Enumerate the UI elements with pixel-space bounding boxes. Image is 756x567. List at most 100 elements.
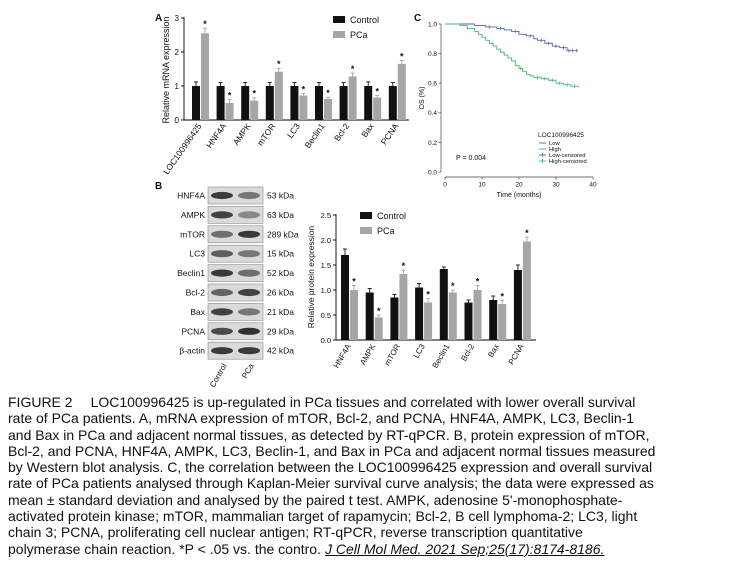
- x-tick-label: PCNA: [507, 342, 526, 366]
- blot-kda-label: 53 kDa: [267, 191, 294, 201]
- y-tick-label: 1.5: [321, 261, 331, 270]
- panel-c-letter: C: [414, 13, 421, 24]
- blot-strip: [207, 283, 264, 302]
- caption-line: polymerase chain reaction. *P < .05 vs. …: [8, 541, 752, 557]
- significance-asterisk: *: [228, 90, 232, 100]
- bar-control-pcna: [388, 86, 397, 120]
- blot-protein-label: PCNA: [181, 326, 205, 336]
- y-tick-label: 0.0: [428, 169, 437, 176]
- bar-control-lc3: [415, 287, 424, 340]
- caption-line: FIGURE 2 LOC100996425 is up-regulated in …: [8, 394, 752, 410]
- significance-asterisk: *: [375, 86, 379, 96]
- blot-band: [211, 347, 233, 355]
- blot-protein-label: β-actin: [179, 346, 205, 356]
- significance-asterisk: *: [476, 276, 480, 286]
- km-curve-high: [445, 23, 579, 88]
- caption-line: rate of PCa patients. A, mRNA expression…: [8, 410, 635, 427]
- panel-c-kaplan-meier: C OS (%) Time (months) P = 0.004 LOC1009…: [414, 13, 597, 199]
- caption-text: polymerase chain reaction. *P < .05 vs. …: [8, 540, 321, 557]
- blot-kda-label: 21 kDa: [267, 307, 294, 317]
- significance-asterisk: *: [451, 281, 455, 291]
- caption-line: chain 3; PCNA, proliferating cell nuclea…: [8, 524, 583, 541]
- bar-pca-ampk: [250, 100, 259, 120]
- bar-pca-hnf4a: [225, 103, 234, 120]
- panel-c-y-axis-label: OS (%): [419, 87, 426, 110]
- blot-band: [238, 211, 260, 219]
- bar-pca-loc100996425: [201, 33, 209, 120]
- bar-control-pcna: [513, 270, 522, 340]
- citation-link[interactable]: J Cell Mol Med. 2021 Sep;25(17):8174-818…: [324, 540, 605, 557]
- figure-label: FIGURE 2: [8, 394, 73, 410]
- panel-b-y-axis-label: Relative protein expression: [306, 225, 316, 328]
- caption-line: rate of PCa patients analysed through Ka…: [8, 475, 654, 492]
- legend-swatch-control: [333, 16, 345, 23]
- bar-pca-pcna: [522, 241, 531, 340]
- bar-pca-lc3: [424, 302, 433, 340]
- blot-kda-label: 42 kDa: [267, 346, 294, 356]
- y-tick-label: 0.4: [428, 110, 437, 117]
- significance-asterisk: *: [252, 89, 256, 99]
- panel-b-letter: B: [155, 181, 162, 192]
- blot-band: [238, 230, 260, 238]
- x-tick-label: LC3: [412, 342, 427, 360]
- x-tick-label: 30: [552, 182, 560, 189]
- caption-line: activated protein kinase; mTOR, mammalia…: [8, 508, 638, 525]
- x-tick-label: mTOR: [383, 342, 403, 367]
- blot-band: [238, 288, 260, 297]
- x-tick-label: PCNA: [379, 121, 401, 146]
- blot-band: [211, 269, 233, 277]
- bar-pca-ampk: [374, 317, 383, 340]
- x-tick-label: Beclin1: [302, 121, 326, 150]
- legend-label: Control: [377, 211, 406, 221]
- blot-kda-label: 29 kDa: [267, 326, 294, 336]
- km-legend-title: LOC100996425: [538, 132, 584, 139]
- km-legend-label: High-censored: [549, 159, 587, 165]
- bar-control-ampk: [241, 86, 250, 120]
- significance-asterisk: *: [377, 306, 381, 316]
- x-tick-label: Beclin1: [431, 342, 452, 370]
- x-tick-label: LC3: [285, 121, 302, 140]
- x-tick-label: Bcl-2: [459, 342, 476, 363]
- y-tick-label: 0.2: [428, 140, 437, 147]
- bar-pca-bcl-2: [348, 76, 357, 120]
- blot-band: [238, 308, 260, 316]
- blot-strip: [207, 341, 264, 360]
- bar-control-mtor: [390, 297, 399, 340]
- y-tick-label: 0.8: [428, 51, 437, 58]
- blot-band: [238, 327, 260, 335]
- y-tick-label: 2: [175, 48, 180, 57]
- bar-pca-bcl-2: [473, 290, 482, 340]
- blot-strip: [207, 225, 264, 244]
- bar-control-bcl-2: [464, 302, 473, 340]
- y-tick-label: 0.5: [321, 311, 331, 320]
- blot-lane-label: Control: [208, 362, 229, 389]
- significance-asterisk: *: [326, 88, 330, 98]
- bar-pca-pcna: [397, 63, 406, 120]
- blot-strip: [207, 303, 264, 321]
- blot-protein-label: HNF4A: [177, 191, 205, 201]
- blot-band: [211, 230, 233, 238]
- legend-swatch-pca: [360, 227, 372, 234]
- bar-control-beclin1: [439, 269, 448, 340]
- legend-label: Control: [350, 15, 379, 25]
- panel-c-x-axis-label: Time (months): [497, 192, 542, 199]
- blot-protein-label: Bcl-2: [186, 288, 206, 298]
- bar-pca-lc3: [299, 95, 308, 120]
- x-tick-label: Bcl-2: [332, 121, 351, 143]
- y-tick-label: 1.0: [321, 286, 331, 295]
- panel-a-y-axis-label: Relative mRNA expression: [161, 16, 171, 123]
- y-tick-label: 0.6: [428, 81, 437, 88]
- blot-band: [211, 308, 233, 316]
- x-tick-label: 10: [478, 182, 486, 189]
- significance-asterisk: *: [302, 84, 306, 94]
- y-tick-label: 0: [175, 116, 180, 125]
- bar-pca-hnf4a: [350, 290, 358, 340]
- bar-control-hnf4a: [341, 255, 349, 340]
- blot-band: [238, 250, 260, 258]
- blot-band: [211, 191, 233, 200]
- caption-line: and Bax in PCa and adjacent normal tissu…: [8, 426, 650, 443]
- blot-protein-label: LC3: [189, 249, 205, 259]
- x-tick-label: Bax: [359, 121, 376, 139]
- x-tick-label: 20: [515, 182, 523, 189]
- blot-band: [211, 250, 233, 258]
